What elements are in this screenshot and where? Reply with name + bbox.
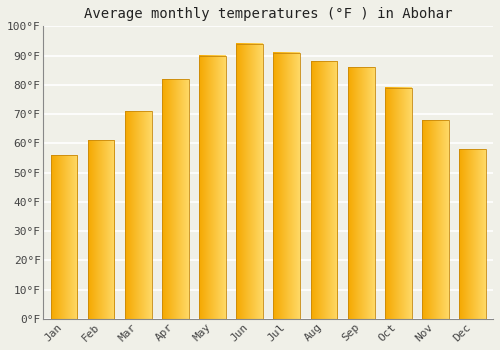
Bar [236, 44, 263, 319]
Bar [422, 120, 449, 319]
Bar [459, 149, 486, 319]
Bar [385, 88, 411, 319]
Bar [310, 61, 338, 319]
Title: Average monthly temperatures (°F ) in Abohar: Average monthly temperatures (°F ) in Ab… [84, 7, 452, 21]
Bar [162, 79, 189, 319]
Bar [274, 52, 300, 319]
Bar [199, 56, 226, 319]
Bar [88, 140, 115, 319]
Bar [125, 111, 152, 319]
Bar [348, 67, 374, 319]
Bar [50, 155, 78, 319]
